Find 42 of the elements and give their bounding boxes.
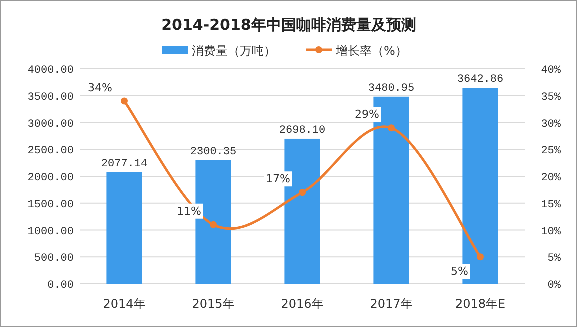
- point: [299, 189, 306, 196]
- bar: [106, 172, 142, 284]
- data-label: 2698.10: [279, 124, 326, 137]
- point: [477, 254, 484, 261]
- x-tick-label: 2014年: [103, 297, 146, 311]
- legend-label: 增长率（%）: [335, 44, 408, 58]
- x-tick-label: 2016年: [281, 297, 324, 311]
- chart-title: 2014-2018年中国咖啡消费量及预测: [162, 16, 416, 34]
- data-label: 5%: [451, 265, 468, 278]
- data-label: 2077.14: [101, 158, 148, 170]
- y-tick-label: 0.00: [48, 280, 74, 292]
- y2-tick-label: 25%: [541, 146, 562, 158]
- y-tick-label: 1500.00: [28, 199, 74, 212]
- x-tick-label: 2017年: [370, 297, 413, 311]
- y-tick-label: 2500.00: [28, 146, 74, 158]
- y-tick-label: 4000.00: [28, 65, 74, 77]
- y2-tick-label: 20%: [541, 172, 562, 184]
- y2-tick-label: 0%: [548, 280, 562, 292]
- y2-tick-label: 40%: [541, 65, 562, 77]
- data-label: 3642.86: [457, 74, 504, 86]
- x-tick-label: 2015年: [192, 297, 235, 311]
- y-tick-label: 500.00: [34, 253, 74, 266]
- data-label: 11%: [177, 204, 202, 218]
- data-label: 34%: [88, 81, 112, 94]
- point: [388, 124, 395, 132]
- x-tick-label: 2018年E: [455, 297, 506, 311]
- y2-tick-label: 35%: [541, 92, 562, 104]
- y-tick-label: 3000.00: [28, 118, 74, 131]
- y-tick-label: 1000.00: [28, 226, 74, 238]
- y-tick-label: 2000.00: [28, 172, 74, 184]
- data-label: 2300.35: [190, 146, 237, 158]
- point: [121, 98, 128, 105]
- y2-tick-label: 10%: [541, 226, 562, 238]
- y-tick-label: 3500.00: [28, 92, 74, 104]
- y2-tick-label: 5%: [548, 253, 562, 266]
- point: [210, 221, 217, 228]
- data-label: 3480.95: [368, 82, 415, 95]
- legend-label: 消费量（万吨）: [192, 44, 276, 58]
- y2-tick-label: 15%: [541, 199, 562, 212]
- data-label: 29%: [355, 108, 380, 122]
- data-label: 17%: [266, 172, 290, 186]
- y2-tick-label: 30%: [541, 118, 562, 131]
